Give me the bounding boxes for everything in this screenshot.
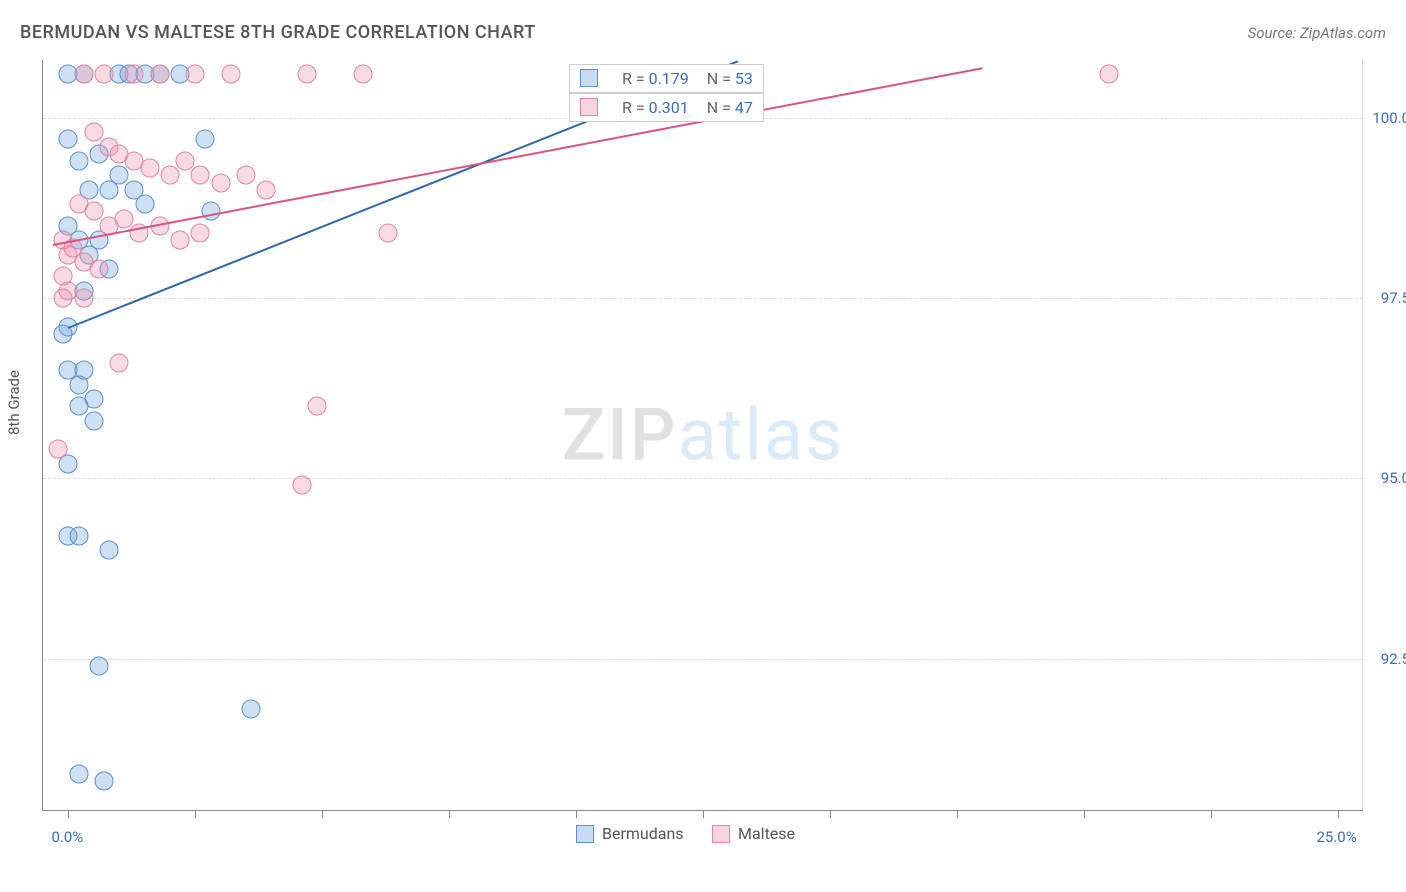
x-tick bbox=[68, 810, 69, 818]
chart-container: BERMUDAN VS MALTESE 8TH GRADE CORRELATIO… bbox=[0, 0, 1406, 892]
legend-item: Maltese bbox=[712, 824, 795, 843]
gridline-h bbox=[43, 298, 1363, 299]
bermudans-point bbox=[196, 130, 215, 149]
maltese-point bbox=[94, 65, 113, 84]
maltese-point bbox=[176, 151, 195, 170]
maltese-point bbox=[298, 65, 317, 84]
bermudans-point bbox=[74, 361, 93, 380]
y-tick-label: 100.0% bbox=[1372, 109, 1406, 127]
maltese-point bbox=[191, 166, 210, 185]
maltese-point bbox=[74, 65, 93, 84]
bermudans-point bbox=[84, 411, 103, 430]
bermudans-point bbox=[94, 772, 113, 791]
bermudans-point bbox=[201, 202, 220, 221]
maltese-point bbox=[160, 166, 179, 185]
x-tick-label: 0.0% bbox=[51, 828, 83, 846]
maltese-point bbox=[115, 209, 134, 228]
bermudans-swatch-icon bbox=[580, 69, 598, 87]
maltese-swatch-icon bbox=[580, 98, 598, 116]
watermark-bold: ZIP bbox=[562, 393, 678, 478]
x-tick bbox=[830, 810, 831, 818]
n-value: N = 53 bbox=[707, 69, 753, 88]
bermudans-point bbox=[69, 397, 88, 416]
x-tick bbox=[195, 810, 196, 818]
maltese-point bbox=[379, 224, 398, 243]
maltese-point bbox=[89, 260, 108, 279]
bermudans-swatch-icon bbox=[576, 825, 594, 843]
n-value: N = 47 bbox=[707, 98, 753, 117]
maltese-point bbox=[237, 166, 256, 185]
y-tick-label: 97.5% bbox=[1381, 289, 1406, 307]
maltese-point bbox=[84, 202, 103, 221]
bermudans-point bbox=[242, 700, 261, 719]
maltese-point bbox=[1100, 65, 1119, 84]
maltese-point bbox=[191, 224, 210, 243]
bermudans-point bbox=[135, 195, 154, 214]
r-value: R = 0.301 bbox=[622, 98, 689, 117]
bermudans-point bbox=[59, 130, 78, 149]
plot-area: ZIPatlas 92.5%95.0%97.5%100.0% bbox=[42, 60, 1363, 811]
maltese-point bbox=[257, 180, 276, 199]
correlation-annotation: R = 0.179 N = 53 bbox=[569, 64, 764, 93]
maltese-point bbox=[49, 440, 68, 459]
maltese-point bbox=[171, 231, 190, 250]
x-tick bbox=[703, 810, 704, 818]
source-text: Source: ZipAtlas.com bbox=[1248, 24, 1386, 42]
bermudans-point bbox=[110, 166, 129, 185]
gridline-h bbox=[43, 478, 1363, 479]
maltese-point bbox=[140, 159, 159, 178]
maltese-point bbox=[221, 65, 240, 84]
y-tick-label: 92.5% bbox=[1381, 650, 1406, 668]
maltese-point bbox=[292, 476, 311, 495]
maltese-point bbox=[74, 288, 93, 307]
x-tick bbox=[1084, 810, 1085, 818]
chart-title: BERMUDAN VS MALTESE 8TH GRADE CORRELATIO… bbox=[20, 22, 536, 43]
bermudans-point bbox=[89, 656, 108, 675]
r-value: R = 0.179 bbox=[622, 69, 689, 88]
maltese-point bbox=[211, 173, 230, 192]
watermark: ZIPatlas bbox=[562, 393, 844, 478]
maltese-point bbox=[308, 397, 327, 416]
maltese-point bbox=[110, 353, 129, 372]
correlation-annotation: R = 0.301 N = 47 bbox=[569, 93, 764, 122]
bermudans-point bbox=[69, 764, 88, 783]
legend-label: Maltese bbox=[738, 824, 795, 843]
x-tick bbox=[957, 810, 958, 818]
gridline-h bbox=[43, 659, 1363, 660]
maltese-swatch-icon bbox=[712, 825, 730, 843]
maltese-point bbox=[150, 65, 169, 84]
x-tick bbox=[322, 810, 323, 818]
legend-item: Bermudans bbox=[576, 824, 684, 843]
bermudans-point bbox=[69, 526, 88, 545]
bermudans-point bbox=[100, 541, 119, 560]
legend-label: Bermudans bbox=[602, 824, 684, 843]
x-tick bbox=[1211, 810, 1212, 818]
maltese-point bbox=[54, 288, 73, 307]
y-tick-label: 95.0% bbox=[1381, 469, 1406, 487]
maltese-point bbox=[84, 123, 103, 142]
maltese-point bbox=[186, 65, 205, 84]
x-tick-label: 25.0% bbox=[1316, 828, 1356, 846]
y-axis-label: 8th Grade bbox=[5, 370, 23, 435]
bermudans-point bbox=[69, 151, 88, 170]
maltese-point bbox=[353, 65, 372, 84]
maltese-point bbox=[125, 65, 144, 84]
watermark-light: atlas bbox=[678, 393, 845, 478]
x-tick bbox=[1338, 810, 1339, 818]
x-tick bbox=[576, 810, 577, 818]
x-tick bbox=[449, 810, 450, 818]
